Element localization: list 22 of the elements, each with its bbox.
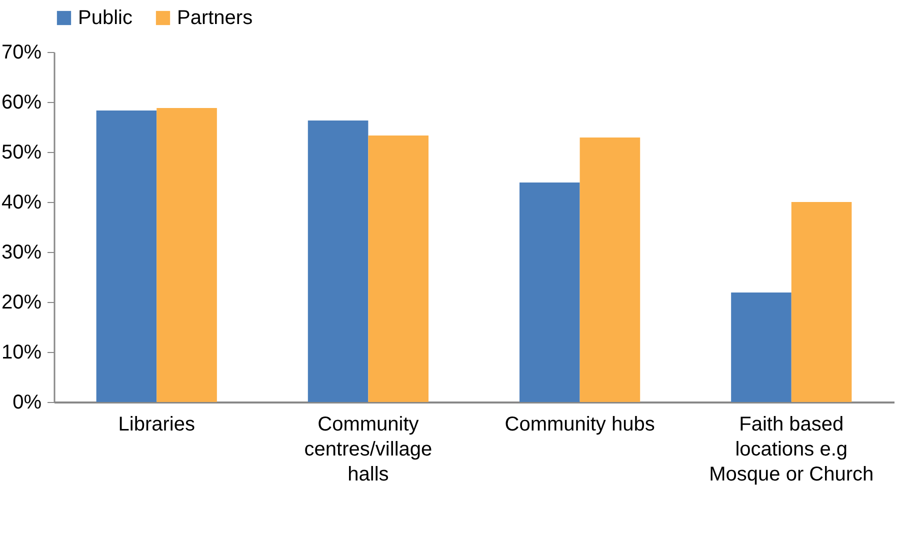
bar: [308, 120, 368, 402]
bar: [368, 136, 429, 402]
bar: [580, 138, 640, 402]
y-tick-label: 10%: [1, 342, 42, 364]
x-tick-label: Faith based locations e.g Mosque or Church: [709, 414, 874, 486]
bar: [731, 292, 792, 402]
x-tick-label: Libraries: [118, 414, 195, 436]
legend-label: Public: [78, 7, 132, 29]
y-tick-label: 70%: [1, 42, 42, 64]
legend-label: Partners: [177, 7, 253, 29]
y-tick-label: 0%: [12, 392, 42, 414]
x-tick-label: Community centres/village halls: [304, 414, 432, 486]
x-tick-label: Community hubs: [504, 414, 655, 436]
y-tick-label: 20%: [1, 292, 42, 314]
bar: [519, 182, 580, 402]
y-tick-label: 50%: [1, 142, 42, 164]
y-tick-label: 40%: [1, 192, 42, 214]
y-tick-label: 60%: [1, 92, 42, 114]
bar: [96, 110, 157, 402]
bar: [156, 108, 217, 402]
bar: [791, 202, 852, 402]
y-tick-label: 30%: [1, 242, 42, 264]
